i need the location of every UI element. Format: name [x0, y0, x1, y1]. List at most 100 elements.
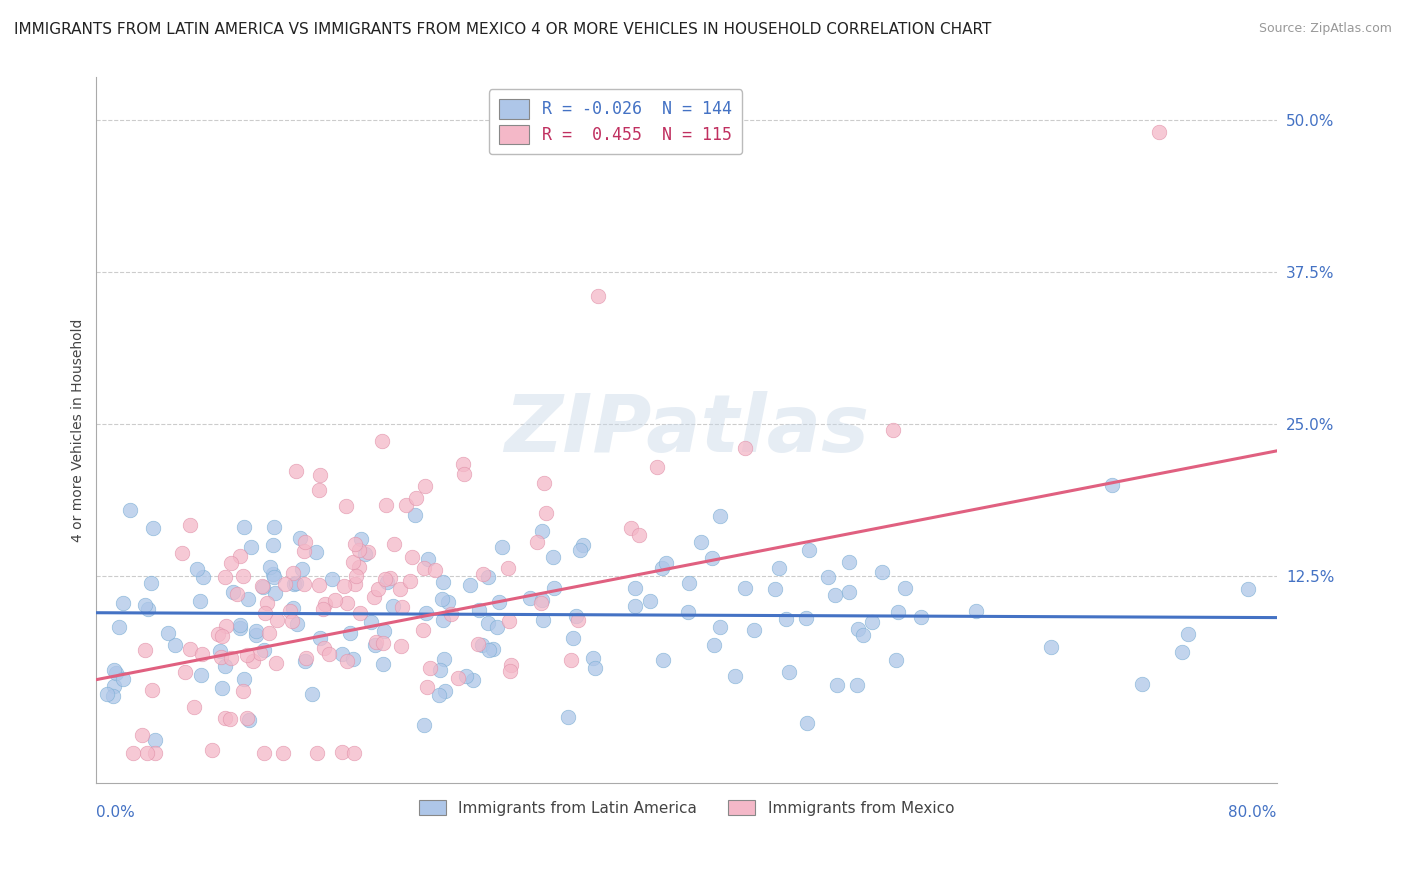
Point — [838, 555, 860, 569]
Point — [307, 746, 329, 760]
Point — [364, 639, 387, 653]
Point — [882, 423, 904, 437]
Point — [709, 508, 731, 523]
Point — [433, 652, 456, 666]
Point — [651, 561, 673, 575]
Point — [257, 626, 280, 640]
Point — [367, 582, 389, 596]
Point — [415, 606, 437, 620]
Point — [214, 710, 236, 724]
Point — [211, 629, 233, 643]
Point — [565, 608, 588, 623]
Point — [295, 651, 318, 665]
Text: 80.0%: 80.0% — [1229, 805, 1277, 820]
Point — [342, 652, 364, 666]
Point — [259, 559, 281, 574]
Point — [530, 596, 553, 610]
Point — [541, 550, 564, 565]
Point — [482, 642, 505, 657]
Point — [336, 654, 359, 668]
Point — [236, 592, 259, 607]
Point — [530, 524, 553, 538]
Point — [221, 556, 243, 570]
Point — [796, 611, 818, 625]
Point — [557, 709, 579, 723]
Point — [825, 678, 848, 692]
Point — [308, 578, 330, 592]
Text: IMMIGRANTS FROM LATIN AMERICA VS IMMIGRANTS FROM MEXICO 4 OR MORE VEHICLES IN HO: IMMIGRANTS FROM LATIN AMERICA VS IMMIGRA… — [14, 22, 991, 37]
Point — [256, 595, 278, 609]
Point — [381, 599, 404, 613]
Point — [395, 498, 418, 512]
Text: Source: ZipAtlas.com: Source: ZipAtlas.com — [1258, 22, 1392, 36]
Point — [344, 537, 367, 551]
Point — [472, 566, 495, 581]
Point — [568, 543, 591, 558]
Point — [620, 521, 643, 535]
Point — [294, 535, 316, 549]
Point — [623, 599, 645, 613]
Point — [413, 717, 436, 731]
Point — [191, 647, 214, 661]
Point — [560, 653, 582, 667]
Point — [543, 581, 565, 595]
Point — [253, 606, 276, 620]
Point — [232, 568, 254, 582]
Point — [222, 585, 245, 599]
Point — [249, 646, 271, 660]
Point — [471, 639, 494, 653]
Point — [285, 617, 308, 632]
Point — [416, 552, 439, 566]
Point — [250, 579, 273, 593]
Point — [156, 625, 179, 640]
Text: 0.0%: 0.0% — [97, 805, 135, 820]
Point — [799, 543, 821, 558]
Point — [571, 538, 593, 552]
Point — [763, 582, 786, 597]
Point — [263, 520, 285, 534]
Point — [201, 742, 224, 756]
Point — [131, 728, 153, 742]
Point — [446, 672, 468, 686]
Point — [894, 581, 917, 595]
Point — [245, 628, 267, 642]
Point — [335, 500, 357, 514]
Point — [179, 642, 201, 657]
Point — [404, 508, 426, 522]
Point — [467, 637, 489, 651]
Point — [134, 642, 156, 657]
Point — [281, 614, 304, 628]
Point — [232, 673, 254, 687]
Point — [294, 654, 316, 668]
Point — [183, 700, 205, 714]
Point — [488, 595, 510, 609]
Point — [375, 575, 398, 590]
Point — [215, 619, 238, 633]
Point — [399, 574, 422, 589]
Point — [910, 609, 932, 624]
Point — [141, 576, 163, 591]
Point — [238, 713, 260, 727]
Point — [425, 563, 447, 577]
Point — [253, 642, 276, 657]
Point — [374, 572, 396, 586]
Point — [233, 520, 256, 534]
Point — [232, 684, 254, 698]
Point — [332, 579, 354, 593]
Point — [242, 654, 264, 668]
Text: ZIPatlas: ZIPatlas — [503, 392, 869, 469]
Point — [461, 673, 484, 687]
Point — [638, 594, 661, 608]
Point — [498, 614, 520, 628]
Point — [135, 746, 157, 760]
Point — [350, 533, 373, 547]
Point — [413, 479, 436, 493]
Point — [285, 576, 308, 591]
Point — [283, 577, 305, 591]
Point — [108, 620, 131, 634]
Point — [314, 597, 336, 611]
Point — [283, 601, 305, 615]
Point — [292, 577, 315, 591]
Point — [263, 570, 285, 584]
Point — [709, 620, 731, 634]
